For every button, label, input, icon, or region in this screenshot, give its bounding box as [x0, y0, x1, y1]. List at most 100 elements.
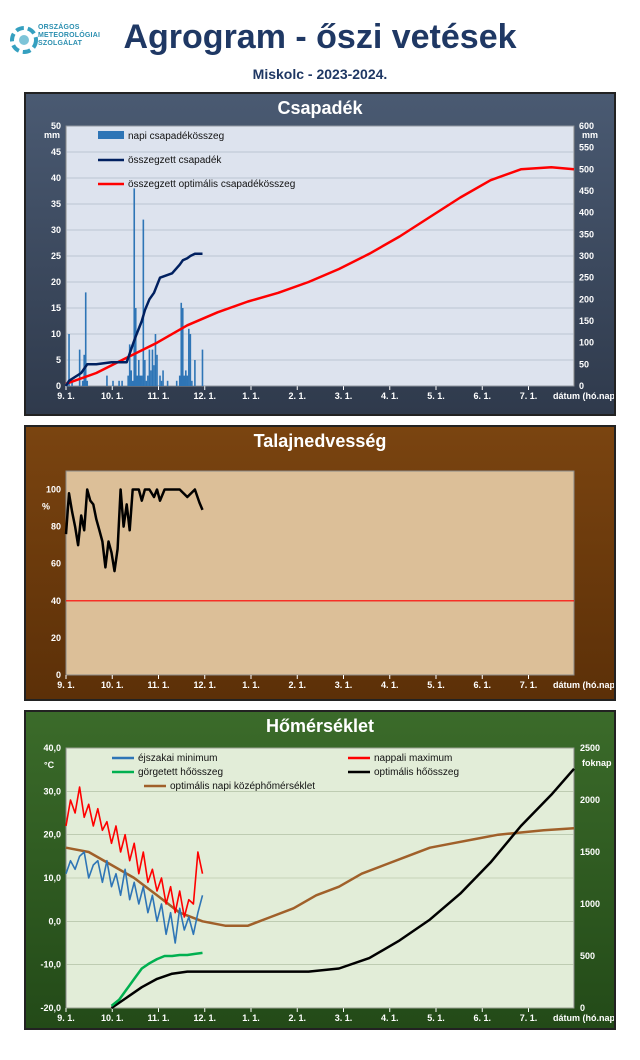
precip-bar	[121, 380, 123, 386]
day-max-line	[65, 786, 204, 918]
y-left-tick-label: 10	[51, 329, 61, 339]
precip-bar	[194, 360, 196, 386]
precip-bar	[147, 375, 149, 386]
x-axis-label: dátum (hó.nap)	[553, 680, 614, 690]
precip-bar	[188, 328, 190, 386]
y-right-tick-label: 350	[579, 229, 594, 239]
precip-bar	[160, 380, 163, 386]
soil-moisture-title: Talajnedvesség	[253, 431, 387, 451]
x-tick-label: 4. 1.	[381, 391, 399, 401]
y-left-tick-label: 20,0	[43, 830, 61, 840]
y-left-tick-label: 50	[51, 121, 61, 131]
precip-bar	[186, 375, 189, 386]
y-right-tick-label: 500	[579, 164, 594, 174]
x-tick-label: 2. 1.	[288, 1013, 306, 1023]
precip-bar	[131, 380, 134, 386]
x-tick-label: 11. 1.	[147, 1013, 169, 1023]
x-tick-label: 10. 1.	[101, 391, 124, 401]
precip-bar	[128, 344, 131, 386]
precip-bar	[145, 380, 148, 386]
y-left-tick-label: 0,0	[48, 916, 61, 926]
y-right-tick-label: 100	[579, 338, 594, 348]
x-tick-label: 12. 1.	[193, 391, 216, 401]
precip-bar	[130, 370, 133, 386]
optimal-heat-sum-line	[110, 767, 575, 1010]
legend-label: optimális napi középhőmérséklet	[170, 781, 315, 792]
x-tick-label: 3. 1.	[335, 391, 353, 401]
x-tick-label: 5. 1.	[427, 680, 445, 690]
y-right-tick-label: 200	[579, 294, 594, 304]
precip-bar	[133, 188, 136, 386]
x-tick-label: 7. 1.	[520, 1013, 538, 1023]
y-tick-label: 60	[51, 559, 61, 569]
precipitation-chart: 9. 1. 10. 1. 11. 1. 12. 1. 1. 1. 2. 1. 3. 1. 4.…	[44, 121, 614, 401]
x-tick-label: 2. 1.	[288, 391, 306, 401]
y-left-tick-label: 20	[51, 277, 61, 287]
y-right-tick-label: 0	[580, 1003, 585, 1013]
y-left-tick-label: 40,0	[43, 743, 61, 753]
precip-bar	[156, 354, 158, 386]
y-right-tick-label: 50	[579, 359, 589, 369]
precip-bar	[175, 380, 178, 386]
x-tick-label: 9. 1.	[57, 391, 75, 401]
y-right-tick-label: 2000	[580, 795, 600, 805]
y-left-tick-label: 35	[51, 199, 61, 209]
precip-bar	[183, 375, 186, 386]
precip-bar	[71, 380, 73, 386]
night-min-line	[65, 851, 204, 944]
precip-bar	[166, 380, 169, 386]
y-unit: %	[42, 502, 50, 512]
precip-bar	[154, 334, 157, 386]
soil-moisture-panel: Talajnedvesség 9. 1. 10. 1. 11. 1. 12. 1. 1.…	[24, 425, 616, 701]
precip-bar	[144, 360, 146, 386]
y-left-unit: °C	[44, 760, 55, 770]
precip-bar	[180, 302, 183, 386]
legend-label: összegzett csapadék	[128, 155, 222, 166]
temperature-title: Hőmérséklet	[265, 716, 375, 736]
y-left-tick-label: 0	[56, 381, 61, 391]
x-tick-label: 10. 1.	[101, 680, 124, 690]
y-tick-label: 0	[56, 670, 61, 680]
x-tick-label: 3. 1.	[335, 1013, 353, 1023]
y-left-unit: mm	[44, 130, 60, 140]
x-tick-label: 11. 1.	[147, 680, 169, 690]
x-tick-label: 2. 1.	[288, 680, 306, 690]
precip-bar	[151, 349, 154, 386]
y-right-tick-label: 250	[579, 273, 594, 283]
y-left-tick-label: 30	[51, 225, 61, 235]
cum-precip-line	[64, 252, 203, 387]
precipitation-panel: Csapadék 9. 1. 10. 1. 11. 1. 12. 1. 1. 1. 2. …	[24, 92, 616, 416]
x-tick-label: 11. 1.	[147, 391, 169, 401]
y-left-tick-label: 5	[56, 355, 61, 365]
x-tick-label: 9. 1.	[57, 1013, 75, 1023]
y-tick-label: 20	[51, 633, 61, 643]
soil-moisture-line	[64, 488, 204, 573]
soil-moisture-chart: 9. 1. 10. 1. 11. 1. 12. 1. 1. 1. 2. 1. 3. 1. 4.…	[42, 470, 614, 690]
y-right-tick-label: 300	[579, 251, 594, 261]
y-right-tick-label: 550	[579, 143, 594, 153]
precip-bar	[112, 380, 114, 386]
x-tick-label: 6. 1.	[473, 680, 491, 690]
legend-label: optimális hőösszeg	[374, 767, 459, 778]
x-tick-label: 4. 1.	[381, 680, 399, 690]
precip-bar	[141, 375, 143, 386]
y-right-tick-label: 1000	[580, 899, 600, 909]
x-tick-label: 7. 1.	[520, 680, 538, 690]
precip-bar	[184, 370, 187, 386]
precip-bar	[201, 349, 204, 386]
precip-bar	[189, 334, 192, 386]
precip-bar	[81, 380, 84, 386]
y-right-tick-label: 2500	[580, 743, 600, 753]
precip-bar	[142, 219, 145, 386]
precip-bar	[136, 375, 139, 386]
y-right-tick-label: 0	[579, 381, 584, 391]
y-right-tick-label: 600	[579, 121, 594, 131]
x-tick-label: 7. 1.	[520, 391, 538, 401]
y-right-unit: foknap	[582, 758, 612, 768]
legend-label: éjszakai minimum	[138, 753, 217, 764]
temperature-chart: 9. 1. 10. 1. 11. 1. 12. 1. 1. 1. 2. 1. 3. 1. 4.…	[40, 743, 614, 1023]
y-left-tick-label: 15	[51, 303, 61, 313]
precip-bar	[191, 380, 193, 386]
precip-bar	[150, 370, 152, 386]
precip-bar	[78, 349, 81, 386]
